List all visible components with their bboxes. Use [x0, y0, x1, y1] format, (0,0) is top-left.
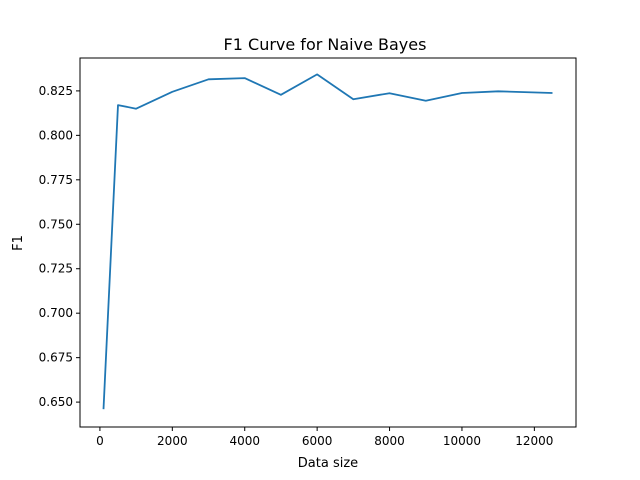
y-tick-label: 0.725 — [39, 262, 73, 276]
y-tick-label: 0.675 — [39, 351, 73, 365]
plot-frame — [79, 57, 577, 428]
x-tick-label: 0 — [96, 434, 104, 448]
y-tick-label: 0.750 — [39, 217, 73, 231]
x-tick-label: 8000 — [374, 434, 405, 448]
x-axis: 0 2000 4000 6000 8000 10000 12000 — [96, 427, 553, 448]
x-axis-label: Data size — [298, 456, 358, 471]
y-axis-label: F1 — [11, 235, 26, 251]
plot-area — [80, 58, 576, 427]
x-tick-label: 6000 — [302, 434, 333, 448]
y-tick-label: 0.700 — [39, 306, 73, 320]
y-tick-label: 0.800 — [39, 128, 73, 142]
chart-title: F1 Curve for Naive Bayes — [224, 35, 427, 54]
x-tick-label: 4000 — [229, 434, 260, 448]
x-tick-label: 10000 — [443, 434, 481, 448]
y-axis: 0.650 0.675 0.700 0.725 0.750 0.775 0.800 0.825 — [39, 84, 80, 409]
y-tick-label: 0.650 — [39, 395, 73, 409]
x-tick-label: 2000 — [157, 434, 188, 448]
y-tick-label: 0.775 — [39, 173, 73, 187]
series-layer — [102, 73, 553, 410]
x-tick-label: 12000 — [515, 434, 553, 448]
y-tick-label: 0.825 — [39, 84, 73, 98]
f1-line — [102, 73, 553, 410]
